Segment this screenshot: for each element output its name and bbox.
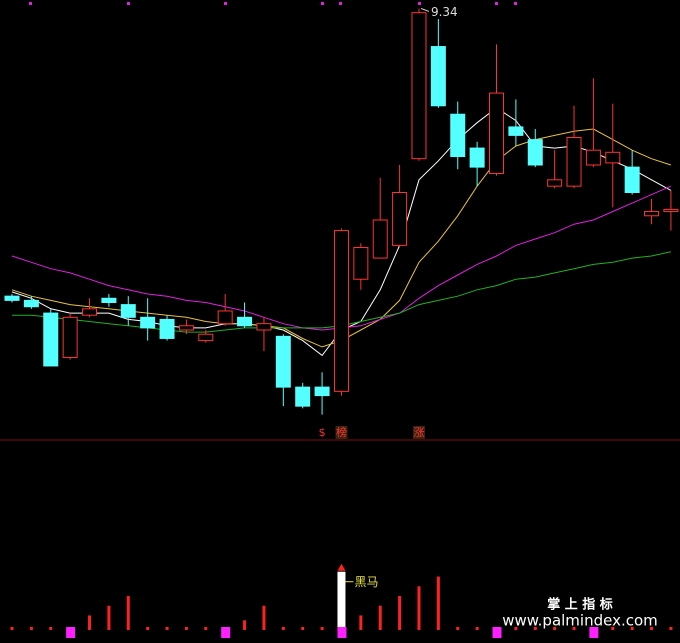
candle-body <box>23 299 39 308</box>
signal-marker <box>66 627 76 638</box>
annotation: 榜 <box>336 425 347 439</box>
highlight-label: 黑马 <box>354 575 378 589</box>
candle-body <box>178 325 194 331</box>
indicator-bar <box>301 627 305 630</box>
indicator-bar <box>572 627 576 630</box>
indicator-bar <box>10 627 14 630</box>
candle-body <box>392 192 408 246</box>
indicator-bar <box>650 627 654 630</box>
indicator-bar <box>533 627 537 630</box>
candle-body <box>605 151 621 164</box>
indicator-bar <box>49 627 53 630</box>
indicator-bar <box>165 627 169 630</box>
candle-body <box>159 318 175 339</box>
indicator-bar <box>514 627 518 630</box>
annotation-box <box>335 426 348 439</box>
candle-body <box>353 247 369 280</box>
candle-body <box>62 316 78 358</box>
signal-marker <box>337 627 347 638</box>
high-label: 9.34 <box>431 5 458 19</box>
annotation: 涨 <box>413 426 424 439</box>
candle-body <box>663 208 679 213</box>
indicator-bar <box>88 615 92 630</box>
candle-body <box>4 295 20 301</box>
candle-body <box>430 46 446 107</box>
indicator-bar <box>107 605 111 630</box>
indicator-bar <box>337 571 346 630</box>
indicator-bar <box>475 627 479 630</box>
signal-marker <box>492 627 502 638</box>
indicator-bar <box>184 627 188 630</box>
candle-body <box>237 316 253 327</box>
indicator-bar <box>29 627 33 630</box>
indicator-bar <box>281 627 285 630</box>
indicator-bar <box>243 620 247 630</box>
indicator-bar <box>320 627 324 630</box>
highlight-arrow <box>337 563 346 571</box>
watermark-title: 掌 上 指 标 <box>547 597 613 613</box>
candle-body <box>275 335 291 388</box>
candle-body <box>644 211 660 217</box>
indicator-bar <box>204 627 208 630</box>
candle-body <box>411 12 427 160</box>
indicator-bar <box>146 627 150 630</box>
candle-body <box>295 386 311 407</box>
indicator-bar <box>630 627 634 630</box>
candle-body <box>256 323 272 331</box>
annotation: $ <box>319 426 326 439</box>
watermark-url: www.palmindex.com <box>502 612 658 630</box>
candle-body <box>469 147 485 168</box>
indicator-bar <box>436 576 440 630</box>
candle-body <box>450 113 466 158</box>
top-dots <box>29 2 517 5</box>
candle-body <box>566 137 582 187</box>
high-pointer <box>420 7 430 12</box>
candle-body <box>489 92 504 174</box>
indicator-bar <box>553 627 557 630</box>
candle-body <box>547 179 563 187</box>
signal-marker <box>589 627 599 638</box>
indicator-bar <box>398 596 402 630</box>
candle-body <box>624 166 640 194</box>
candle-body <box>120 304 136 318</box>
candle-body <box>140 316 156 329</box>
indicator-bar <box>611 627 615 630</box>
candle-body <box>508 126 524 136</box>
candle-body <box>333 230 349 392</box>
candle-body <box>101 297 117 303</box>
candle-body <box>217 310 233 325</box>
indicator-bar <box>417 586 421 630</box>
candle-body <box>314 386 330 397</box>
candle-body <box>527 139 543 166</box>
indicator-bar <box>126 596 130 630</box>
indicator-bar <box>359 615 363 630</box>
candle-body <box>585 149 601 166</box>
indicator-bar <box>456 627 460 630</box>
indicator-bar <box>262 605 266 630</box>
indicator-bar <box>378 605 382 630</box>
candle-body <box>372 219 388 259</box>
annotation-box <box>412 426 425 439</box>
candle-body <box>82 308 98 316</box>
indicator-bar <box>669 627 673 630</box>
candle-body <box>198 333 214 342</box>
candle-body <box>43 312 59 367</box>
signal-marker <box>221 627 231 638</box>
